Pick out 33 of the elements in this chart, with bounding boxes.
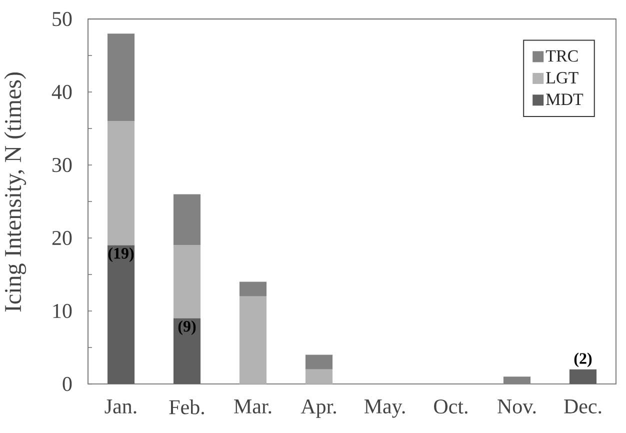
legend-label: LGT: [546, 72, 578, 84]
y-tick-label: 10: [53, 304, 72, 318]
bar: [239, 282, 267, 296]
bar: [173, 318, 201, 384]
bar: [305, 354, 333, 370]
legend-label: TRC: [546, 50, 578, 62]
y-tick-label: 40: [52, 84, 72, 100]
bar: [107, 121, 135, 246]
data-label: (9): [178, 320, 196, 335]
bar: [107, 34, 135, 122]
x-tick-label: Nov.: [498, 400, 536, 414]
x-tick-label: Dec.: [564, 400, 602, 414]
bar: [569, 369, 597, 384]
y-tick-label: 20: [52, 230, 72, 246]
x-tick-label: Apr.: [300, 400, 336, 418]
y-tick-label: 30: [52, 158, 72, 172]
bar: [173, 194, 201, 246]
x-tick-label: Mar.: [234, 400, 272, 414]
data-label: (2): [574, 352, 592, 368]
x-tick-label: Feb.: [169, 400, 204, 414]
x-tick-label: Jan.: [104, 400, 136, 414]
y-tick-label: 0: [62, 376, 72, 392]
x-tick-label: Oct.: [434, 400, 468, 414]
bar: [173, 245, 201, 318]
data-label: (19): [108, 247, 134, 262]
y-axis-title: Icing Intensity, N (times): [4, 72, 26, 312]
bar: [503, 376, 531, 384]
bar: [107, 245, 135, 384]
bar: [305, 369, 333, 384]
bar: [239, 296, 267, 384]
legend-label: MDT: [546, 94, 584, 105]
x-tick-label: May.: [364, 400, 405, 418]
y-tick-label: 50: [52, 12, 72, 26]
